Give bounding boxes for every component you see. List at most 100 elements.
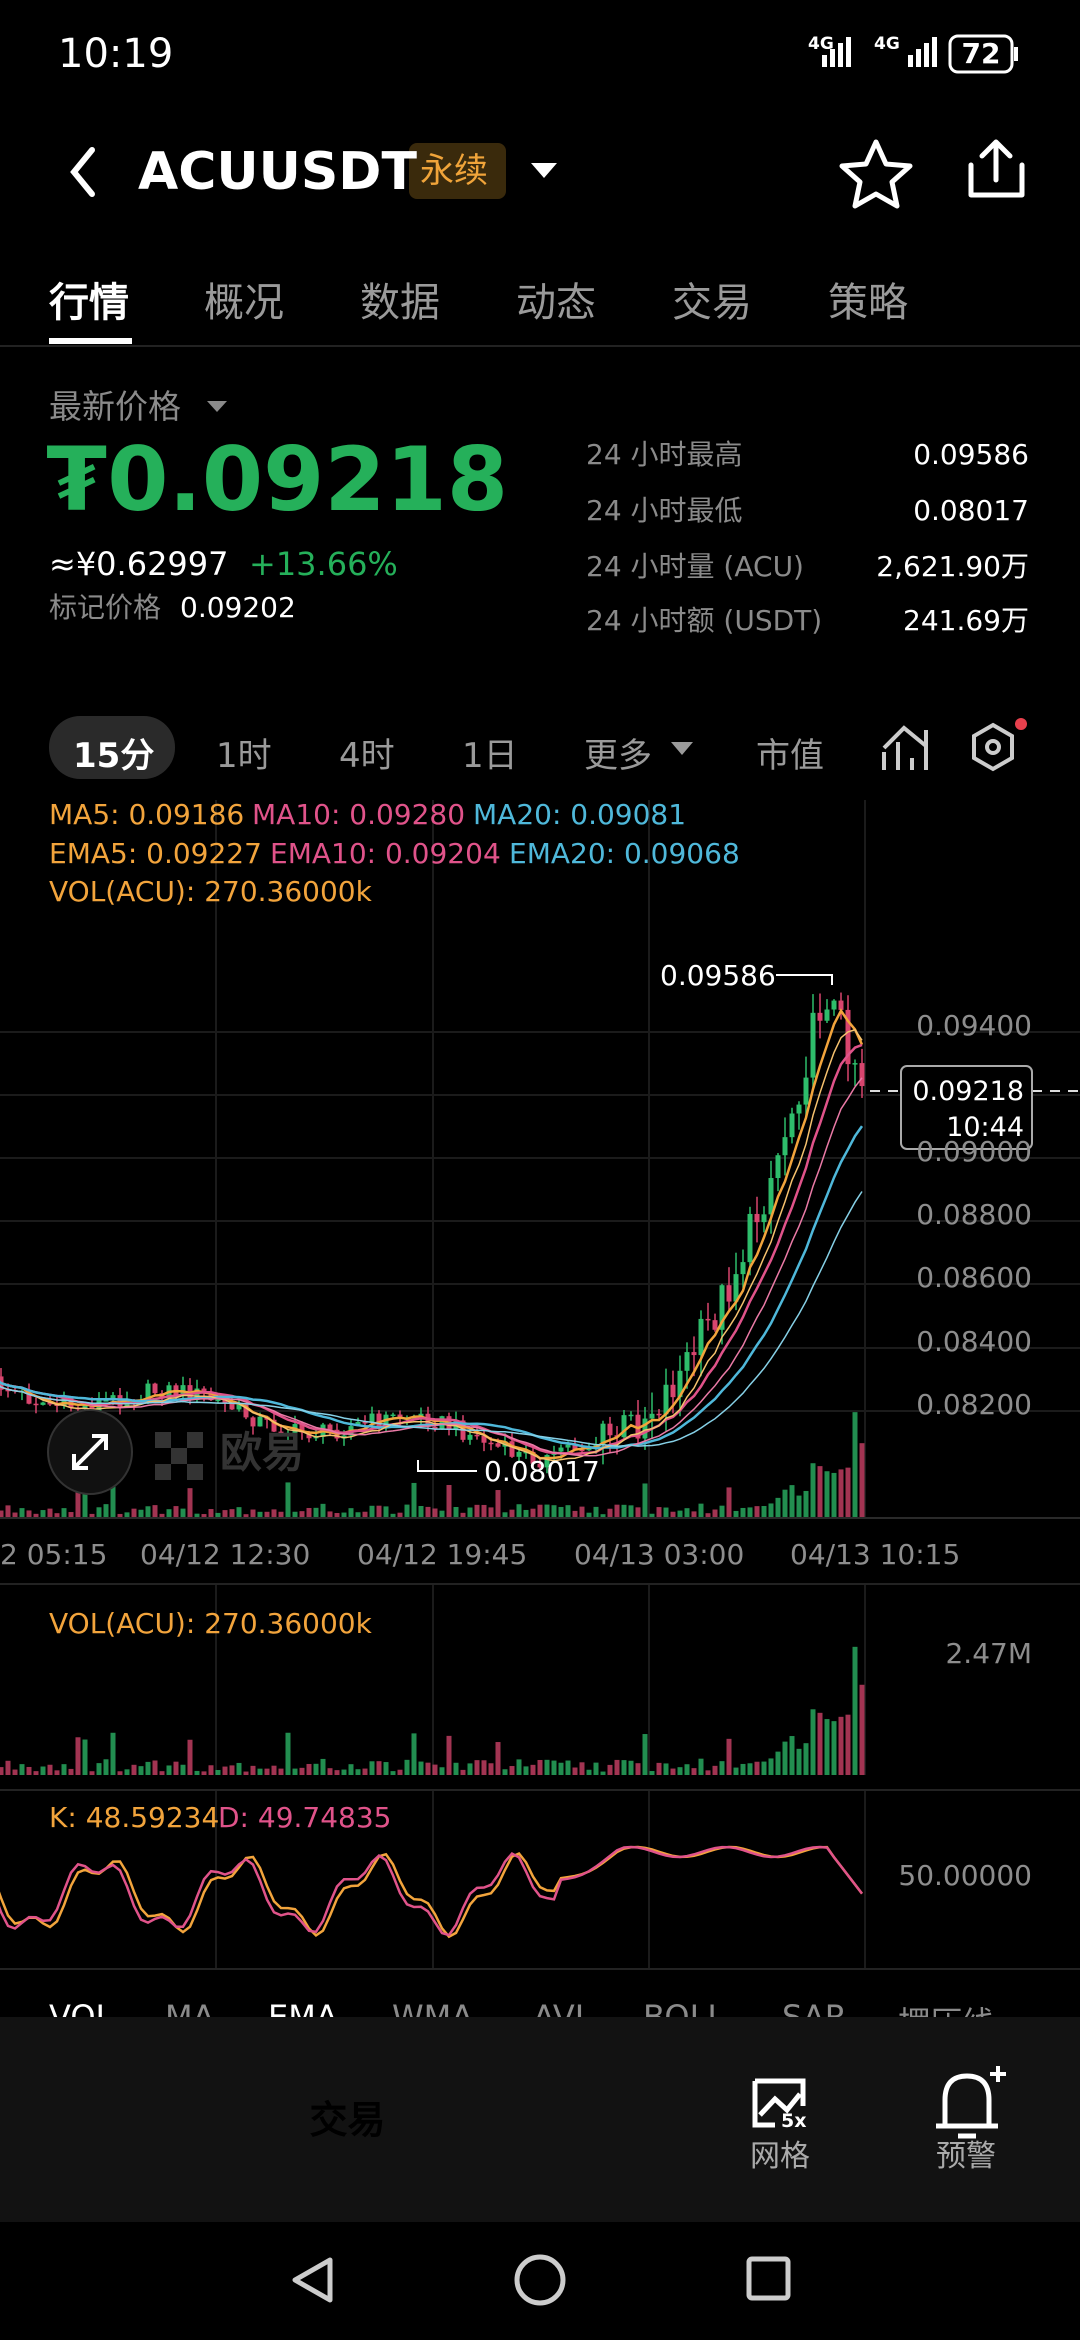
tab[interactable]: 概况 (204, 280, 284, 326)
volume-bar (369, 1761, 375, 1775)
volume-bar (614, 1759, 620, 1775)
interval[interactable]: 1日 (462, 736, 518, 776)
back-icon[interactable] (70, 147, 95, 197)
interval[interactable]: 更多 (584, 736, 652, 776)
candle (40, 1402, 46, 1405)
tab[interactable]: 动态 (516, 280, 596, 326)
volume-bar (600, 1514, 606, 1517)
volume-bar (19, 1764, 25, 1775)
volume-bar (117, 1513, 123, 1517)
tab[interactable]: 数据 (360, 280, 440, 326)
tab[interactable]: 交易 (672, 280, 752, 326)
volume-bar (607, 1508, 613, 1517)
volume-bar (817, 1712, 823, 1775)
volume-bar (208, 1765, 214, 1775)
dropdown-icon (671, 742, 693, 755)
volume-bar (47, 1764, 53, 1775)
volume-bar (271, 1765, 277, 1775)
notification-dot (1015, 718, 1027, 730)
candle (467, 1434, 473, 1440)
volume-bar (397, 1512, 403, 1517)
volume-bar (432, 1764, 438, 1775)
grid-label[interactable]: 网格 (750, 2139, 810, 2174)
volume-bar (138, 1509, 144, 1517)
plot (0, 992, 865, 1939)
dropdown-icon[interactable] (531, 163, 557, 178)
volume-bar (376, 1761, 382, 1775)
tab[interactable]: 策略 (828, 280, 908, 326)
candle (215, 1399, 221, 1401)
nav-home[interactable] (514, 2254, 566, 2306)
high-label: 0.09586 (660, 959, 776, 992)
interval-pill[interactable] (49, 716, 175, 779)
divider (0, 1789, 1080, 1791)
interval[interactable]: 市值 (756, 736, 824, 776)
volume-bar (453, 1506, 459, 1517)
volume-bar (670, 1511, 676, 1517)
volume-bar (152, 1505, 158, 1517)
alert-label[interactable]: 预警 (936, 2139, 996, 2174)
y-axis-label: 0.08800 (916, 1198, 1032, 1231)
volume-bar (383, 1762, 389, 1775)
candle (439, 1416, 445, 1429)
candle (649, 1413, 655, 1419)
star-icon[interactable] (839, 139, 913, 209)
candle (509, 1441, 515, 1457)
stat-value: 2,621.90万 (876, 550, 1029, 583)
chart-type-icon[interactable] (882, 725, 928, 770)
volume-bar (124, 1769, 130, 1775)
stat-value: 0.08017 (913, 494, 1029, 527)
volume-bar (285, 1482, 291, 1517)
candle (369, 1413, 375, 1423)
volume-bar (796, 1495, 802, 1517)
moving-average-line (0, 1028, 863, 1462)
volume-bar (236, 1507, 242, 1517)
candle (852, 1063, 858, 1065)
candle (222, 1399, 228, 1404)
price-cny: ≈¥0.62997 (49, 545, 229, 583)
y-axis-label: 0.08400 (916, 1325, 1032, 1358)
expand-icon (72, 1434, 108, 1470)
volume-bar (362, 1511, 368, 1517)
ma-legend: MA5: 0.09186 (49, 798, 245, 831)
trade-button-label[interactable]: 交易 (309, 2098, 386, 2142)
candle (705, 1318, 711, 1321)
battery-level: 72 (961, 37, 1001, 70)
volume-bar (495, 1742, 501, 1775)
battery-outline (948, 34, 1014, 74)
candle (530, 1451, 536, 1464)
volume-bar (544, 1759, 550, 1775)
candle (110, 1395, 116, 1401)
volume-bar (670, 1768, 676, 1775)
interval[interactable]: 1时 (216, 736, 272, 776)
battery-tip (1014, 47, 1018, 61)
volume-bar (82, 1487, 88, 1517)
nav-recents[interactable] (746, 2256, 791, 2301)
stat-label: 24 小时最低 (586, 494, 743, 527)
volume-bar (509, 1766, 515, 1775)
volume-bar (607, 1764, 613, 1775)
volume-bar (817, 1466, 823, 1517)
volume-bar (586, 1769, 592, 1775)
volume-bar (628, 1505, 634, 1517)
volume-bar (376, 1505, 382, 1517)
volume-bar (495, 1490, 501, 1517)
price-label[interactable]: 最新价格 (49, 387, 181, 426)
volume-bar (481, 1760, 487, 1775)
volume-bar (306, 1507, 312, 1517)
candle (61, 1397, 67, 1406)
candle (194, 1388, 200, 1401)
candle (278, 1431, 284, 1436)
badge-bg (409, 143, 506, 199)
volume-bar (82, 1739, 88, 1775)
volume-bar (432, 1508, 438, 1517)
settings-icon[interactable] (972, 722, 1014, 772)
interval[interactable]: 4时 (339, 736, 395, 776)
share-icon[interactable] (968, 139, 1025, 198)
interval[interactable]: 15分 (73, 736, 155, 776)
candle (250, 1417, 256, 1427)
tab[interactable]: 行情 (49, 280, 129, 326)
candle (859, 1063, 865, 1087)
nav-back[interactable] (292, 2257, 333, 2303)
volume-bar (257, 1768, 263, 1775)
